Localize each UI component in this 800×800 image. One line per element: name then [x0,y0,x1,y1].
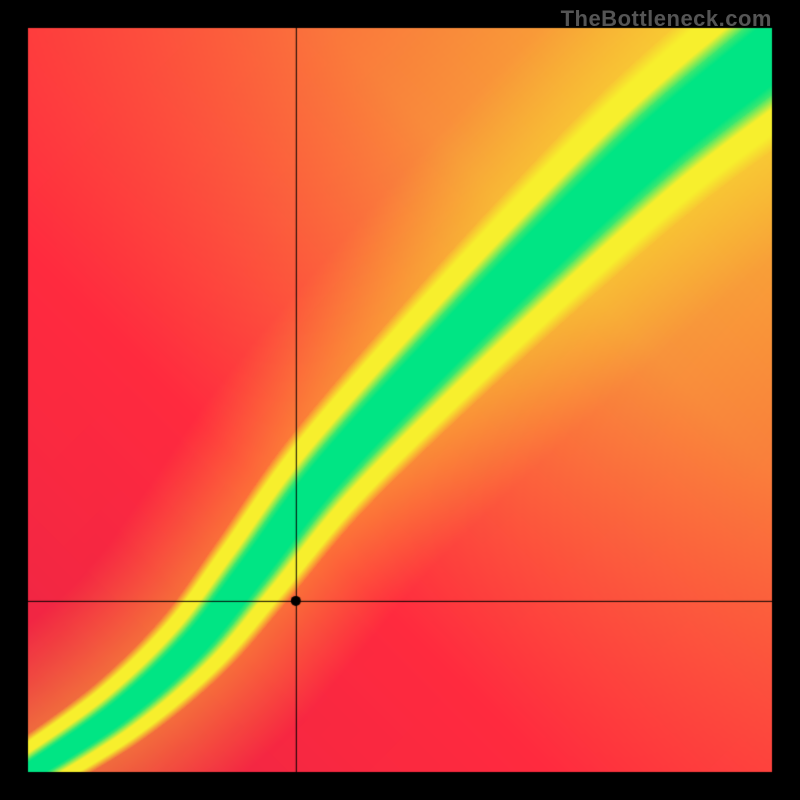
bottleneck-heatmap [0,0,800,800]
watermark-text: TheBottleneck.com [561,6,772,32]
chart-container: TheBottleneck.com [0,0,800,800]
